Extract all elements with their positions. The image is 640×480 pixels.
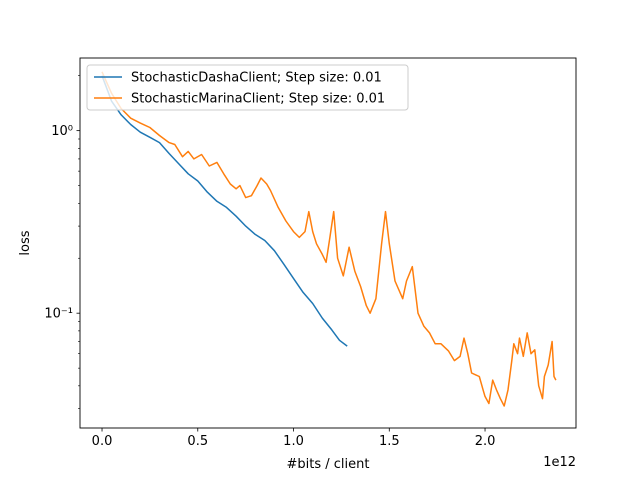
y-axis-label: loss	[18, 230, 33, 255]
series-line-2	[101, 71, 557, 407]
legend-label-2: StochasticMarinaClient; Step size: 0.01	[131, 92, 385, 107]
x-tick-label: 1.5	[379, 434, 400, 449]
x-tick-label: 2.0	[475, 434, 496, 449]
series-line-1	[101, 75, 348, 347]
x-tick-label: 0.0	[92, 434, 113, 449]
legend: StochasticDashaClient; Step size: 0.01 St…	[86, 64, 409, 111]
plot-frame	[79, 57, 577, 429]
y-tick-label: 10⁻¹	[44, 307, 73, 322]
ticks-layer: 0.0 0.5 1.0 1.5 2.0 10⁻¹ 10⁰	[44, 75, 496, 449]
x-axis-label: #bits / client	[287, 457, 370, 472]
legend-label-1: StochasticDashaClient; Step size: 0.01	[131, 71, 382, 86]
x-tick-label: 1.0	[283, 434, 304, 449]
legend-box	[86, 64, 409, 111]
y-tick-label: 10⁰	[51, 124, 73, 139]
x-tick-label: 0.5	[187, 434, 208, 449]
series-layer	[101, 71, 557, 407]
x-offset-label: 1e12	[543, 455, 576, 470]
